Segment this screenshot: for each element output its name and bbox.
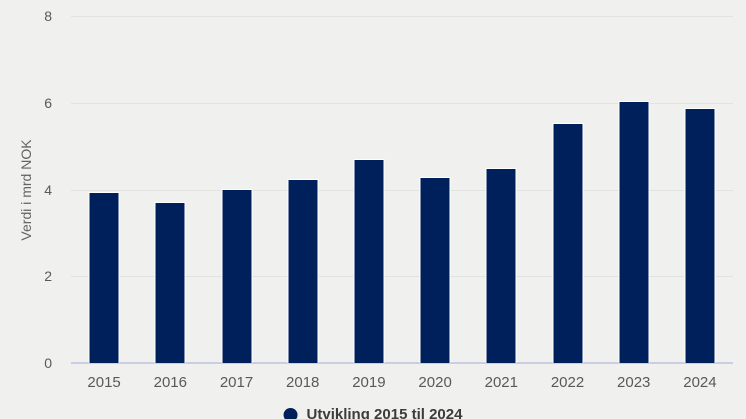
gridline — [71, 16, 733, 17]
legend-marker-icon — [283, 408, 298, 419]
y-tick-label: 8 — [44, 8, 52, 24]
y-axis-tick-labels: 0 2 4 6 8 — [0, 8, 52, 371]
bar-series: 2015 2016 2017 2018 2019 2020 2021 2022 2023 2024 — [71, 16, 733, 391]
bar-band: 2019 — [336, 16, 402, 391]
bar-2022[interactable] — [552, 123, 584, 363]
bar-2023[interactable] — [618, 101, 650, 363]
plot-area: 2015 2016 2017 2018 2019 2020 2021 2022 2023 2024 — [71, 16, 733, 391]
bar-band: 2024 — [667, 16, 733, 391]
legend[interactable]: Utvikling 2015 til 2024 — [283, 404, 463, 419]
bar-band: 2022 — [534, 16, 600, 391]
x-tick-label: 2023 — [617, 374, 651, 391]
y-tick-label: 0 — [44, 355, 52, 371]
y-tick-label: 4 — [44, 181, 52, 198]
x-tick-label: 2017 — [219, 374, 254, 391]
x-tick-label: 2022 — [550, 374, 585, 391]
bar-band: 2023 — [601, 16, 667, 391]
x-tick-label: 2024 — [683, 374, 717, 391]
bar-band: 2016 — [137, 16, 203, 391]
gridline — [71, 189, 733, 191]
bar-2016[interactable] — [154, 201, 186, 363]
bar-2021[interactable] — [485, 167, 517, 363]
bar-band: 2015 — [71, 16, 137, 391]
gridline — [71, 276, 733, 278]
x-tick-label: 2021 — [484, 374, 518, 391]
x-tick-label: 2019 — [352, 374, 386, 391]
x-tick-label: 2016 — [153, 374, 187, 391]
bar-band: 2020 — [402, 16, 468, 391]
y-tick-label: 6 — [44, 94, 52, 111]
gridline — [71, 102, 733, 104]
bar-2015[interactable] — [88, 191, 120, 363]
x-tick-label: 2020 — [418, 374, 452, 391]
bar-band: 2021 — [468, 16, 534, 391]
bar-2019[interactable] — [353, 158, 385, 363]
x-tick-label: 2015 — [87, 374, 121, 391]
bar-2018[interactable] — [287, 179, 319, 363]
bar-2017[interactable] — [221, 188, 252, 363]
bar-2020[interactable] — [419, 176, 451, 363]
legend-label: Utvikling 2015 til 2024 — [306, 406, 463, 419]
y-tick-label: 2 — [44, 268, 52, 285]
bar-band: 2018 — [270, 16, 336, 391]
x-tick-label: 2018 — [286, 374, 320, 391]
bar-2024[interactable] — [684, 108, 716, 363]
x-axis-line — [71, 362, 733, 364]
bar-band: 2017 — [203, 16, 269, 391]
